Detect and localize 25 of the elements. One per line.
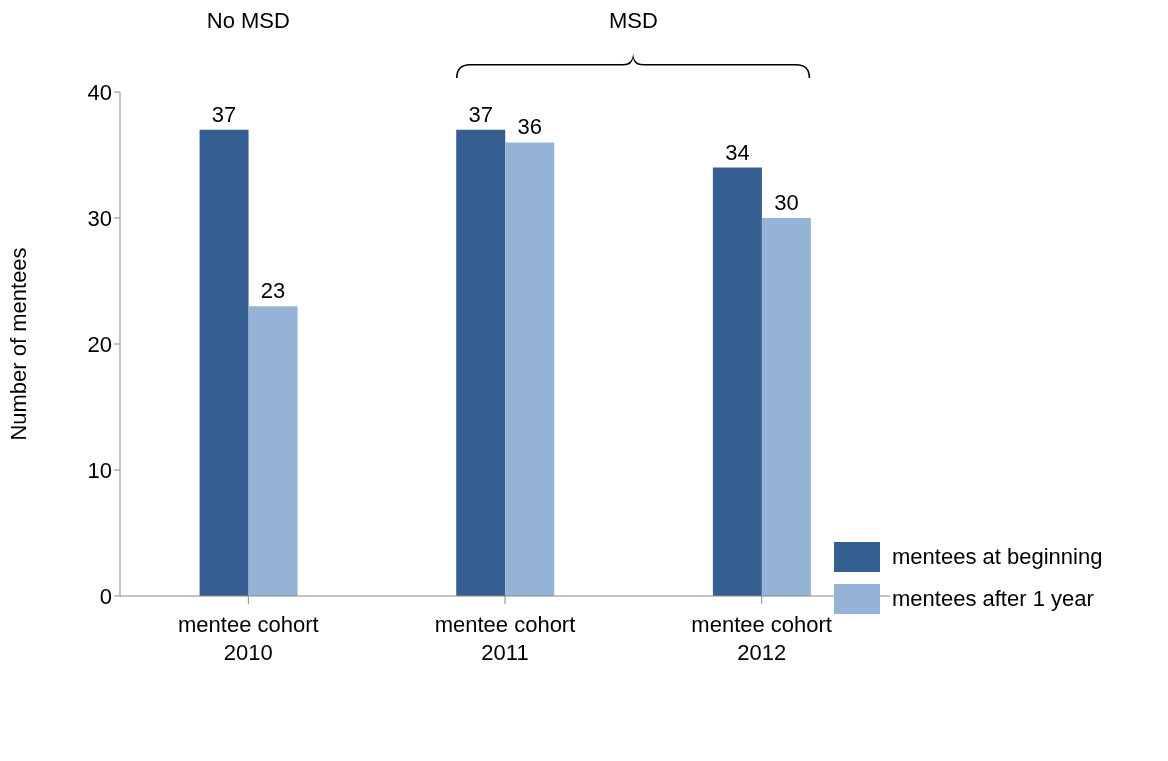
bar [248, 306, 298, 596]
bar [505, 142, 555, 596]
x-tick-label: mentee cohort 2012 [691, 612, 832, 665]
y-tick-label: 0 [99, 583, 112, 609]
legend-label: mentees at beginning [892, 544, 1103, 570]
bar [761, 218, 811, 596]
y-tick-label: 10 [87, 457, 112, 483]
data-label: 30 [774, 190, 799, 215]
text: No MSD [205, 8, 291, 34]
data-label: 36 [517, 114, 542, 140]
legend-label: mentees after 1 year [892, 586, 1094, 612]
text: MSD [607, 8, 659, 34]
data-label: 37 [211, 101, 237, 127]
data-label: 34 [725, 139, 750, 165]
y-tick-label: 20 [87, 331, 112, 357]
y-axis-title: Number of mentees [5, 247, 31, 441]
bar [199, 129, 249, 596]
x-tick-label: mentee cohort 2010 [178, 612, 319, 665]
data-label: 37 [468, 101, 493, 127]
x-tick-label: mentee cohort 2011 [434, 612, 576, 665]
y-tick-label: 30 [87, 205, 112, 231]
data-label: 23 [260, 278, 286, 304]
bar [712, 167, 762, 596]
y-tick-label: 40 [87, 79, 112, 105]
bar [456, 129, 506, 596]
